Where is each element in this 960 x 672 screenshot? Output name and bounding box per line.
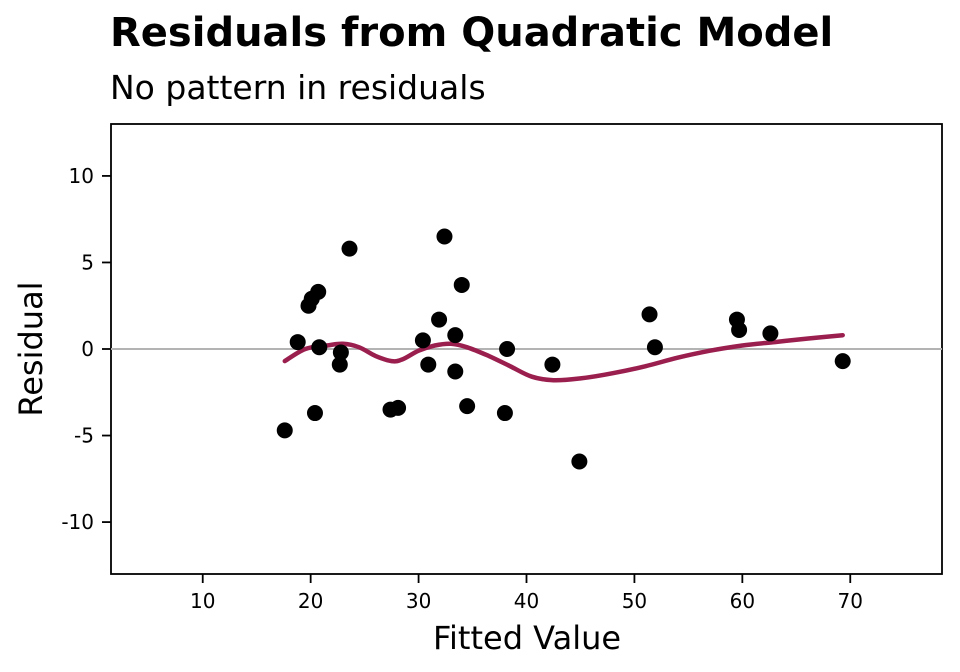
y-tick-label: 10 xyxy=(69,164,94,188)
y-tick-label: -5 xyxy=(74,424,94,448)
data-point xyxy=(420,356,437,373)
chart-subtitle: No pattern in residuals xyxy=(110,68,486,107)
data-point xyxy=(390,399,407,416)
x-tick-label: 40 xyxy=(514,589,539,613)
data-point xyxy=(544,356,561,373)
y-tick-label: 5 xyxy=(81,250,94,274)
data-point xyxy=(436,228,453,245)
data-point xyxy=(459,398,476,415)
y-tick-label: 0 xyxy=(81,337,94,361)
data-point xyxy=(289,334,306,351)
data-point xyxy=(331,356,348,373)
x-tick-label: 60 xyxy=(730,589,755,613)
data-point xyxy=(447,363,464,380)
data-point xyxy=(641,306,658,323)
data-point xyxy=(447,327,464,344)
data-point xyxy=(646,339,663,356)
y-tick-label: -10 xyxy=(61,510,94,534)
data-point xyxy=(571,453,588,470)
data-point xyxy=(834,353,851,370)
data-point xyxy=(496,405,513,422)
x-tick-label: 70 xyxy=(838,589,863,613)
data-point xyxy=(311,339,328,356)
smooth-line xyxy=(282,332,845,383)
x-tick-label: 30 xyxy=(406,589,431,613)
points-group xyxy=(276,228,851,470)
x-axis: 10 20 30 40 50 60 70 xyxy=(190,574,863,613)
data-point xyxy=(453,276,470,293)
y-axis-label: Residual xyxy=(12,281,50,416)
data-point xyxy=(310,283,327,300)
data-point xyxy=(499,341,516,357)
data-point xyxy=(276,422,293,439)
y-axis: 10 5 0 -5 -10 xyxy=(61,164,111,534)
data-point xyxy=(762,325,779,342)
data-point xyxy=(341,240,358,257)
x-tick-label: 50 xyxy=(622,589,647,613)
data-point xyxy=(414,332,431,349)
x-tick-label: 10 xyxy=(190,589,215,613)
x-tick-label: 20 xyxy=(298,589,323,613)
data-point xyxy=(332,344,349,361)
chart-title: Residuals from Quadratic Model xyxy=(110,10,833,56)
x-axis-label: Fitted Value xyxy=(433,619,621,657)
smooth-line-group xyxy=(282,332,845,383)
data-point xyxy=(306,405,323,422)
data-point xyxy=(431,311,448,328)
data-point xyxy=(731,321,748,338)
